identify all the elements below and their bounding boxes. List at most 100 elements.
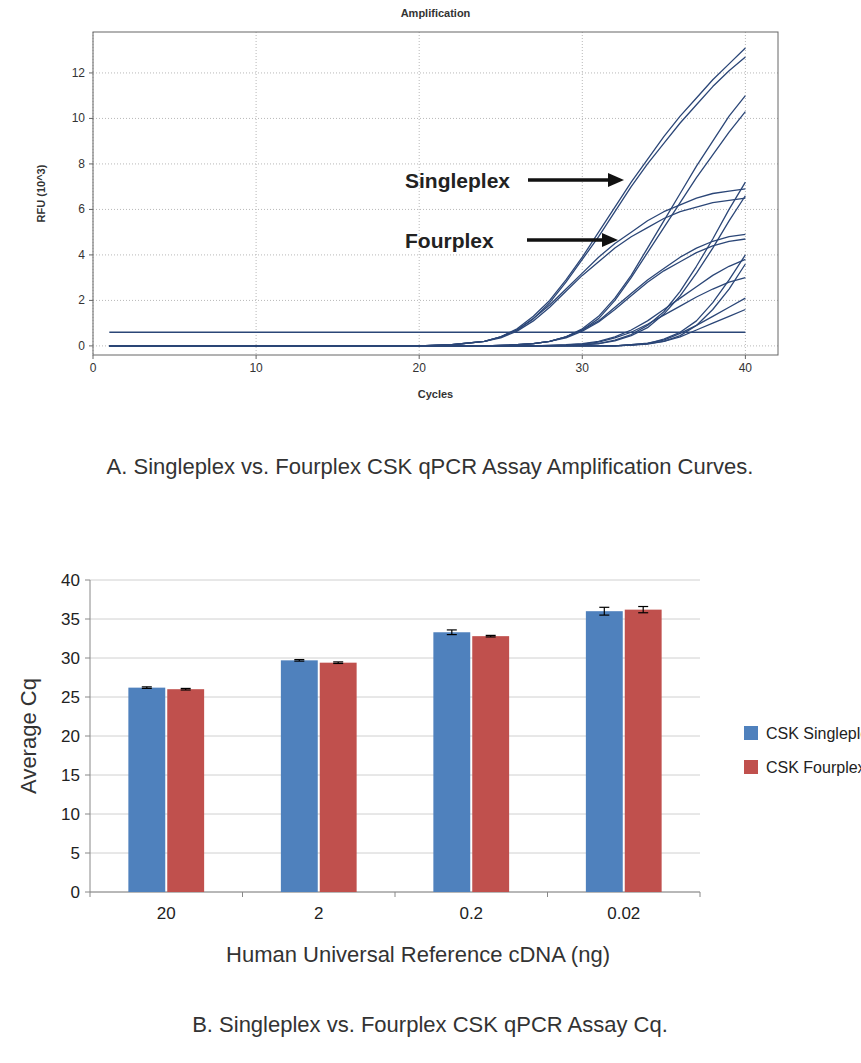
tick-mark — [89, 209, 93, 210]
tick-mark — [85, 736, 90, 737]
tick-mark — [89, 254, 93, 255]
grid-line — [582, 32, 583, 355]
x-axis-label: Human Universal Reference cDNA (ng) — [226, 942, 610, 967]
legend: CSK Singleplex CSK Fourplex — [744, 725, 861, 776]
tick-label: 0 — [78, 339, 85, 353]
error-cap — [181, 688, 191, 689]
error-cap — [333, 663, 343, 664]
caption: A. Singleplex vs. Fourplex CSK qPCR Assa… — [107, 454, 754, 479]
error-line — [604, 607, 605, 615]
tick-label: 4 — [78, 248, 85, 262]
curves — [109, 48, 745, 346]
error-cap — [599, 607, 609, 608]
error-cap — [447, 634, 457, 635]
tick-mark — [89, 345, 93, 346]
tick-label: 6 — [78, 202, 85, 216]
tick-label: 5 — [71, 844, 80, 863]
category-tick — [395, 892, 396, 897]
chart-title: Amplification — [401, 7, 471, 19]
bar — [586, 611, 623, 892]
tick-label: 30 — [61, 649, 80, 668]
tick-label: 35 — [61, 610, 80, 629]
tick-mark — [89, 163, 93, 164]
amplification-curve — [109, 57, 745, 346]
tick-mark — [745, 355, 746, 359]
tick-label: 30 — [576, 361, 590, 375]
error-cap — [294, 659, 304, 660]
tick-mark — [85, 697, 90, 698]
error-cap — [599, 614, 609, 615]
tick-label: 10 — [61, 805, 80, 824]
tick-label: 0 — [71, 883, 80, 902]
amplification-curve — [109, 48, 745, 346]
bar — [625, 610, 662, 892]
arrow-shaft — [528, 178, 612, 182]
error-bar — [333, 662, 343, 664]
tick-label: 20 — [61, 727, 80, 746]
y-axis-line — [90, 580, 91, 892]
arrow-shaft — [527, 238, 606, 242]
grid-line — [93, 254, 778, 255]
plot-frame — [93, 32, 778, 355]
error-bar — [142, 687, 152, 689]
amplification-curve — [109, 182, 745, 346]
category-tick — [90, 892, 91, 897]
grid-line — [93, 118, 778, 119]
tick-label: 0 — [90, 361, 97, 375]
tick-mark — [85, 775, 90, 776]
arrow-head — [602, 233, 618, 247]
annotation: Fourplex — [405, 229, 494, 252]
grid-line — [745, 32, 746, 355]
y-axis-label: Average Cq — [16, 678, 41, 794]
error-cap — [294, 661, 304, 662]
error-bar — [599, 607, 609, 615]
amplification-curve — [109, 196, 745, 346]
grid-line — [93, 163, 778, 164]
error-bar — [638, 607, 648, 613]
tick-mark — [89, 300, 93, 301]
tick-label: 15 — [61, 766, 80, 785]
grid-line — [256, 32, 257, 355]
tick-mark — [85, 658, 90, 659]
amplification-curve — [109, 255, 745, 346]
error-cap — [181, 689, 191, 690]
y-axis-label: RFU (10^3) — [35, 164, 47, 222]
background — [0, 0, 861, 1063]
tick-label: 12 — [72, 66, 86, 80]
category-label: 20 — [157, 904, 176, 923]
category-label: 2 — [314, 904, 323, 923]
bar — [320, 663, 357, 892]
bar — [281, 660, 318, 892]
category-tick — [547, 892, 548, 897]
amplification-curve — [109, 310, 745, 346]
legend-label: CSK Fourplex — [766, 759, 861, 776]
tick-mark — [582, 355, 583, 359]
tick-label: 40 — [61, 571, 80, 590]
amplification-curve — [109, 112, 745, 346]
x-axis-label: Cycles — [418, 388, 453, 400]
legend-label: CSK Singleplex — [766, 725, 861, 742]
tick-label: 40 — [739, 361, 753, 375]
amplification-curve — [109, 278, 745, 346]
error-line — [451, 630, 452, 635]
tick-mark — [89, 118, 93, 119]
tick-label: 2 — [78, 293, 85, 307]
tick-mark — [85, 892, 90, 893]
amplification-chart: 010203040024681012AmplificationCyclesRFU… — [35, 7, 778, 479]
amplification-curve — [109, 264, 745, 346]
error-cap — [638, 606, 648, 607]
amplification-curve — [109, 239, 745, 346]
bar — [167, 689, 204, 892]
tick-mark — [85, 619, 90, 620]
tick-mark — [85, 814, 90, 815]
tick-mark — [93, 355, 94, 359]
grid-line — [419, 32, 420, 355]
category-label: 0.2 — [459, 904, 483, 923]
error-cap — [486, 636, 496, 637]
error-cap — [142, 688, 152, 689]
bar — [128, 688, 165, 892]
caption: B. Singleplex vs. Fourplex CSK qPCR Assa… — [192, 1012, 668, 1037]
error-bar — [486, 635, 496, 637]
amplification-curve — [109, 332, 745, 333]
amplification-curve — [109, 259, 745, 345]
